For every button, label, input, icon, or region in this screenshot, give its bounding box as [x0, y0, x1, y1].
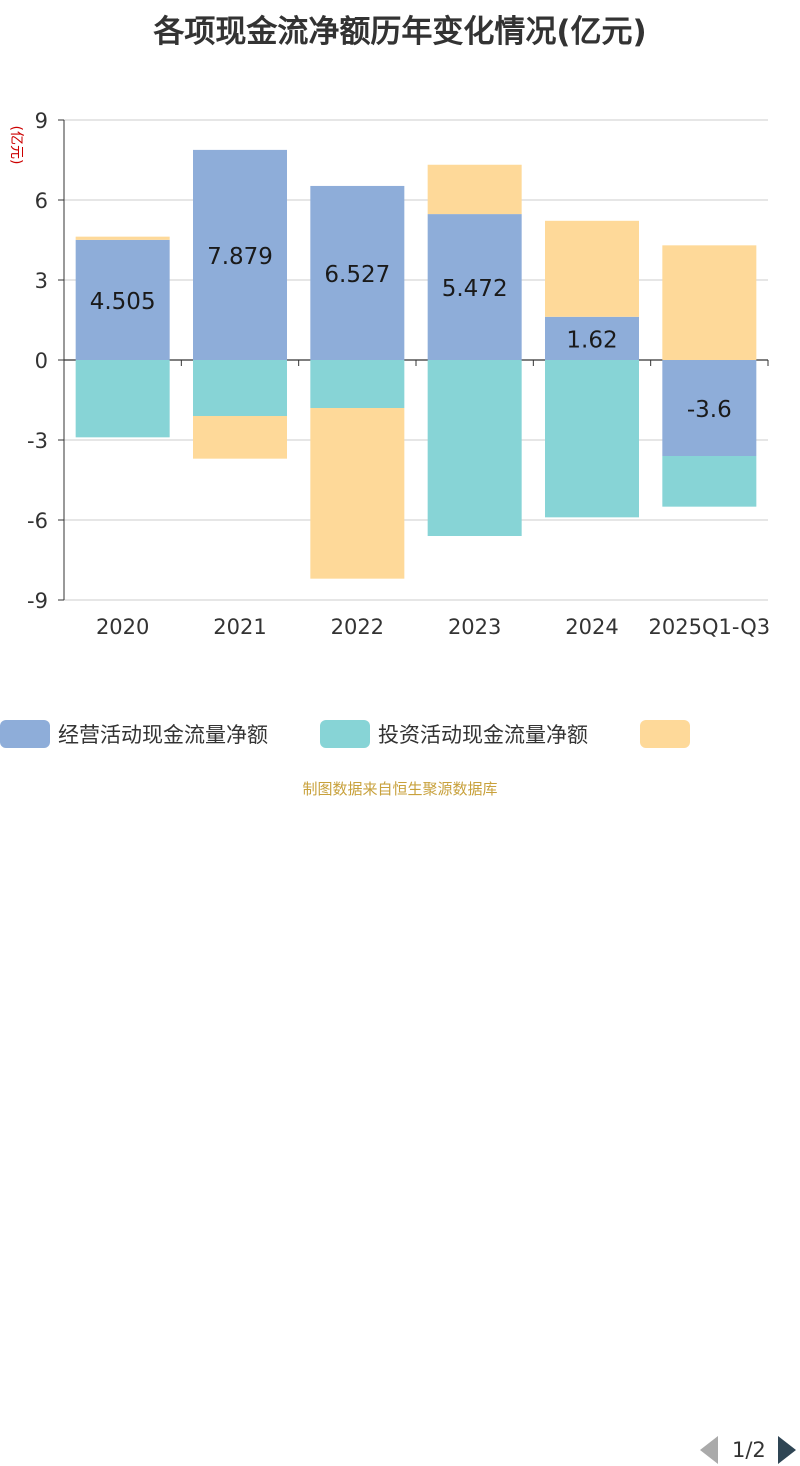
bar-investing[interactable] — [310, 360, 405, 408]
data-label: -3.6 — [687, 397, 732, 423]
bar-operating[interactable] — [545, 316, 639, 360]
y-tick-label: -6 — [27, 509, 48, 533]
data-label: 1.62 — [566, 327, 617, 353]
data-label: 4.505 — [90, 289, 156, 315]
data-label: 6.527 — [324, 262, 390, 288]
legend-swatch-financing — [640, 720, 690, 748]
bar-operating[interactable] — [427, 214, 522, 360]
y-tick-label: 3 — [35, 269, 48, 293]
bar-investing[interactable] — [75, 360, 170, 438]
legend-pager: 1/2 — [700, 1434, 796, 1466]
legend-label-operating: 经营活动现金流量净额 — [58, 723, 268, 747]
legend-swatch-operating — [0, 720, 50, 748]
y-tick-label: 0 — [35, 349, 48, 373]
bar-financing[interactable] — [427, 164, 522, 215]
bar-operating[interactable] — [193, 149, 287, 360]
chart-title: 各项现金流净额历年变化情况(亿元) — [153, 14, 647, 50]
legend-item-financing[interactable] — [640, 716, 698, 752]
y-tick-label: 9 — [35, 109, 48, 133]
triangle-left-icon[interactable] — [700, 1436, 718, 1464]
bar-operating[interactable] — [310, 185, 405, 360]
x-tick-label: 2022 — [331, 615, 384, 639]
bar-investing[interactable] — [193, 360, 287, 416]
bar-investing[interactable] — [427, 360, 522, 536]
y-axis-label: (亿元) — [8, 126, 24, 165]
legend-swatch-investing — [320, 720, 370, 748]
legend: 经营活动现金流量净额 投资活动现金流量净额 1/2 — [0, 716, 800, 1464]
y-tick-label: 6 — [35, 189, 48, 213]
bar-investing[interactable] — [545, 360, 639, 518]
bar-operating[interactable] — [662, 360, 757, 456]
bar-financing[interactable] — [75, 236, 170, 240]
x-tick-label: 2021 — [213, 615, 266, 639]
legend-item-investing[interactable]: 投资活动现金流量净额 — [320, 716, 588, 752]
bar-financing[interactable] — [310, 408, 405, 579]
bar-investing[interactable] — [662, 456, 757, 507]
bar-financing[interactable] — [193, 416, 287, 459]
legend-item-operating[interactable]: 经营活动现金流量净额 — [0, 716, 268, 752]
bar-operating[interactable] — [75, 239, 170, 360]
source-note: 制图数据来自恒生聚源数据库 — [302, 780, 498, 798]
legend-page-indicator: 1/2 — [732, 1438, 766, 1462]
x-tick-label: 2025Q1-Q3 — [649, 615, 771, 639]
y-tick-label: -9 — [27, 589, 48, 613]
data-label: 7.879 — [207, 244, 273, 270]
y-tick-label: -3 — [27, 429, 48, 453]
data-label: 5.472 — [442, 276, 508, 302]
x-tick-label: 2023 — [448, 615, 501, 639]
bar-financing[interactable] — [545, 220, 639, 317]
triangle-right-icon[interactable] — [777, 1436, 796, 1464]
x-tick-label: 2024 — [565, 615, 618, 639]
legend-label-investing: 投资活动现金流量净额 — [378, 723, 588, 747]
stacked-bar-chart: -9 -6 -3 0 3 6 9 (亿元) 4.505 2020 7.879 2021 6.527 202… — [8, 109, 771, 639]
x-tick-label: 2020 — [96, 615, 149, 639]
bar-financing[interactable] — [662, 245, 757, 360]
